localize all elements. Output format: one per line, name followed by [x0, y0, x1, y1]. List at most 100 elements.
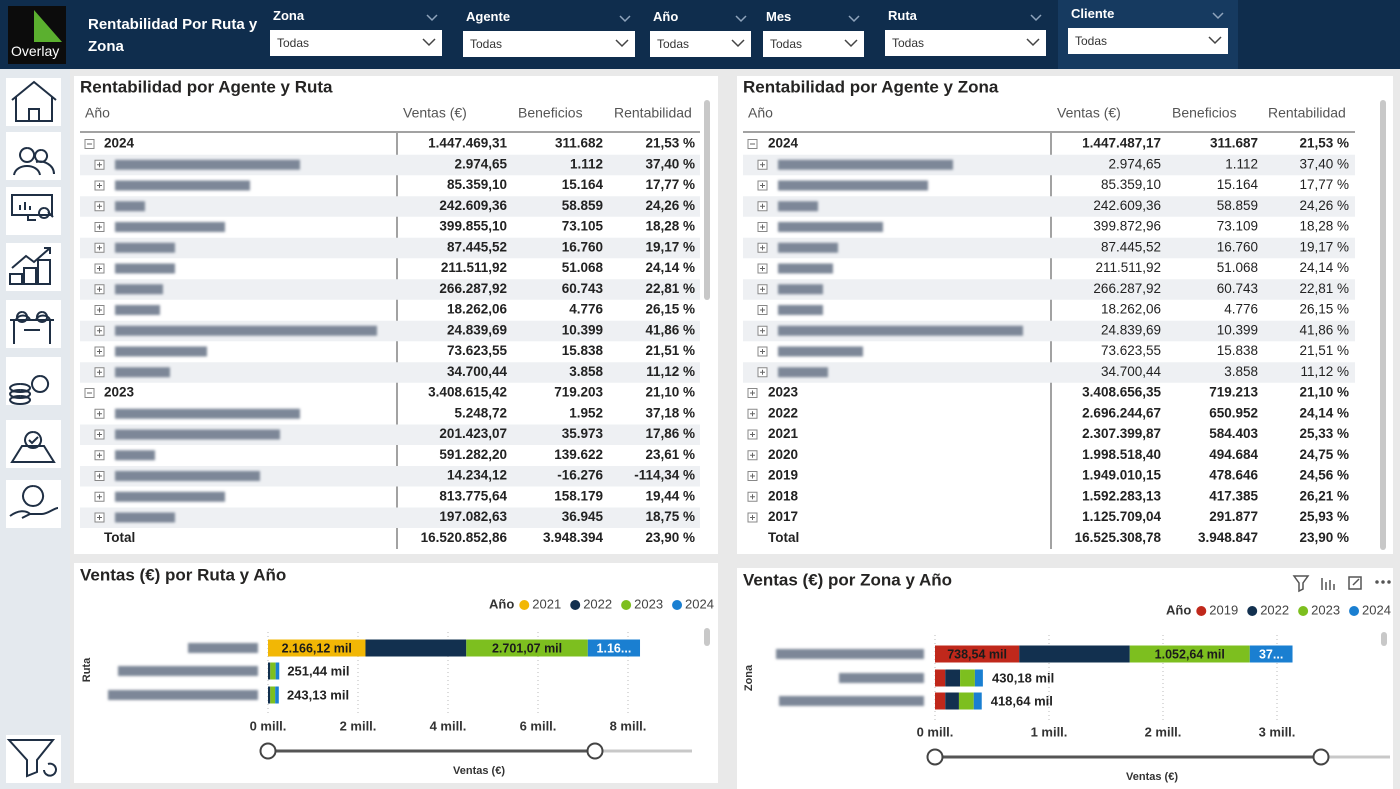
- row-label: 2024: [104, 136, 135, 151]
- cell: 25,33 %: [1299, 426, 1349, 441]
- cell: -114,34 %: [634, 468, 695, 483]
- cell: 16.760: [1217, 239, 1258, 254]
- legend-label: 2023: [634, 596, 663, 611]
- slicer-dropdown[interactable]: Todas: [463, 31, 635, 57]
- slicer-dropdown[interactable]: Todas: [270, 30, 442, 56]
- cell: 2.696.244,67: [1082, 405, 1161, 420]
- slicer-label: Ruta: [888, 8, 917, 23]
- data-label: 738,54 mil: [947, 647, 1007, 661]
- row-label: 2023: [768, 385, 799, 400]
- legend-swatch: [1247, 606, 1258, 616]
- redacted-name: [115, 429, 280, 440]
- scrollbar[interactable]: [704, 628, 710, 646]
- slicer-value: Todas: [1075, 34, 1108, 48]
- cell: 73.109: [1217, 219, 1258, 234]
- slicer-dropdown[interactable]: Todas: [650, 31, 751, 57]
- nav-button[interactable]: [6, 300, 61, 348]
- cell: 85.359,10: [1101, 177, 1161, 192]
- visual-header-icons[interactable]: [1292, 575, 1391, 593]
- cell: 23,61 %: [645, 447, 695, 462]
- row-label: 2018: [768, 488, 799, 503]
- row-band: [743, 237, 1355, 259]
- zoom-slider-handle[interactable]: [926, 748, 944, 766]
- redacted-name: [778, 222, 883, 232]
- column-header: Rentabilidad: [1268, 105, 1346, 121]
- row-band: [743, 279, 1355, 300]
- cell: 37,40 %: [1299, 156, 1349, 171]
- column-header: Año: [748, 105, 773, 121]
- total-label: 243,13 mil: [287, 687, 349, 702]
- redacted-name: [115, 159, 300, 170]
- zoom-slider-handle[interactable]: [259, 742, 277, 760]
- slicer-toggle[interactable]: [1212, 7, 1224, 25]
- zoom-slider-handle[interactable]: [586, 742, 604, 760]
- chevron: [426, 14, 438, 22]
- cell: 25,93 %: [1299, 509, 1349, 524]
- cell: 18.262,06: [447, 302, 508, 317]
- chevron: [1212, 12, 1224, 20]
- nav-icon: [10, 431, 56, 463]
- cell: 10.399: [1217, 322, 1258, 337]
- nav-button[interactable]: [6, 480, 61, 528]
- scrollbar[interactable]: [1380, 100, 1386, 550]
- legend-title: Año: [489, 596, 514, 611]
- redacted-name: [778, 325, 1023, 336]
- row-label: 2024: [768, 136, 799, 151]
- cell: 17,77 %: [1299, 177, 1349, 192]
- bar-segment: [275, 686, 279, 704]
- redacted-name: [115, 491, 225, 502]
- y-axis-title: Ruta: [81, 657, 93, 682]
- legend-label: 2022: [1260, 602, 1289, 617]
- cell: 19,17 %: [1299, 239, 1349, 254]
- slicer-toggle[interactable]: [735, 10, 747, 28]
- cell: -16.276: [557, 468, 603, 483]
- cell: 266.287,92: [439, 281, 507, 296]
- logo: Overlay: [8, 6, 66, 64]
- slicer-label: Agente: [466, 9, 511, 24]
- bar-segment: [1019, 645, 1130, 663]
- cell: 26,15 %: [645, 302, 695, 317]
- cell: 87.445,52: [1101, 239, 1161, 254]
- cell: 399.855,10: [439, 219, 507, 234]
- slicer-dropdown[interactable]: Todas: [763, 31, 864, 57]
- slicer-toggle[interactable]: [619, 10, 631, 28]
- row-band: [80, 362, 700, 383]
- x-tick-label: 3 mill.: [1259, 724, 1296, 739]
- data-label: 1.052,64 mil: [1155, 647, 1225, 661]
- cell: 3.948.394: [543, 530, 604, 545]
- cell: 21,53 %: [1299, 136, 1349, 151]
- cell: 18,75 %: [645, 509, 695, 524]
- cell: 17,77 %: [645, 177, 695, 192]
- cell: 24.839,69: [447, 322, 507, 337]
- cell: 399.872,96: [1093, 219, 1161, 234]
- x-axis-title: Ventas (€): [1126, 771, 1178, 783]
- cell: 15.164: [1217, 177, 1259, 192]
- cell: 3.408.615,42: [428, 385, 507, 400]
- slicer-toggle[interactable]: [1030, 9, 1042, 27]
- cell: 719.213: [1209, 385, 1258, 400]
- legend-swatch: [1298, 606, 1309, 616]
- slicer-dropdown[interactable]: Todas: [885, 30, 1046, 56]
- redacted-category: [839, 673, 924, 683]
- cell: 1.952: [569, 405, 603, 420]
- cell: 2.974,65: [454, 156, 507, 171]
- data-label: 1.16...: [597, 641, 632, 655]
- zoom-slider-handle[interactable]: [1312, 748, 1330, 766]
- slicer-dropdown[interactable]: Todas: [1068, 28, 1228, 54]
- nav-icons[interactable]: [6, 78, 61, 783]
- row-band: [80, 196, 700, 217]
- chevron: [844, 39, 858, 48]
- cell: 2.974,65: [1108, 156, 1161, 171]
- scrollbar[interactable]: [704, 100, 710, 300]
- redacted-name: [115, 305, 160, 315]
- slicer-toggle[interactable]: [848, 10, 860, 28]
- redacted-category: [779, 696, 924, 706]
- scrollbar[interactable]: [1381, 632, 1387, 646]
- cell: 139.622: [554, 447, 603, 462]
- slicer-toggle[interactable]: [426, 9, 438, 27]
- column-header: Ventas (€): [403, 105, 467, 121]
- cell: 494.684: [1209, 447, 1258, 462]
- bar-segment: [945, 692, 959, 710]
- chart-title: Ventas (€) por Ruta y Año: [80, 565, 286, 584]
- column-header: Año: [85, 105, 110, 121]
